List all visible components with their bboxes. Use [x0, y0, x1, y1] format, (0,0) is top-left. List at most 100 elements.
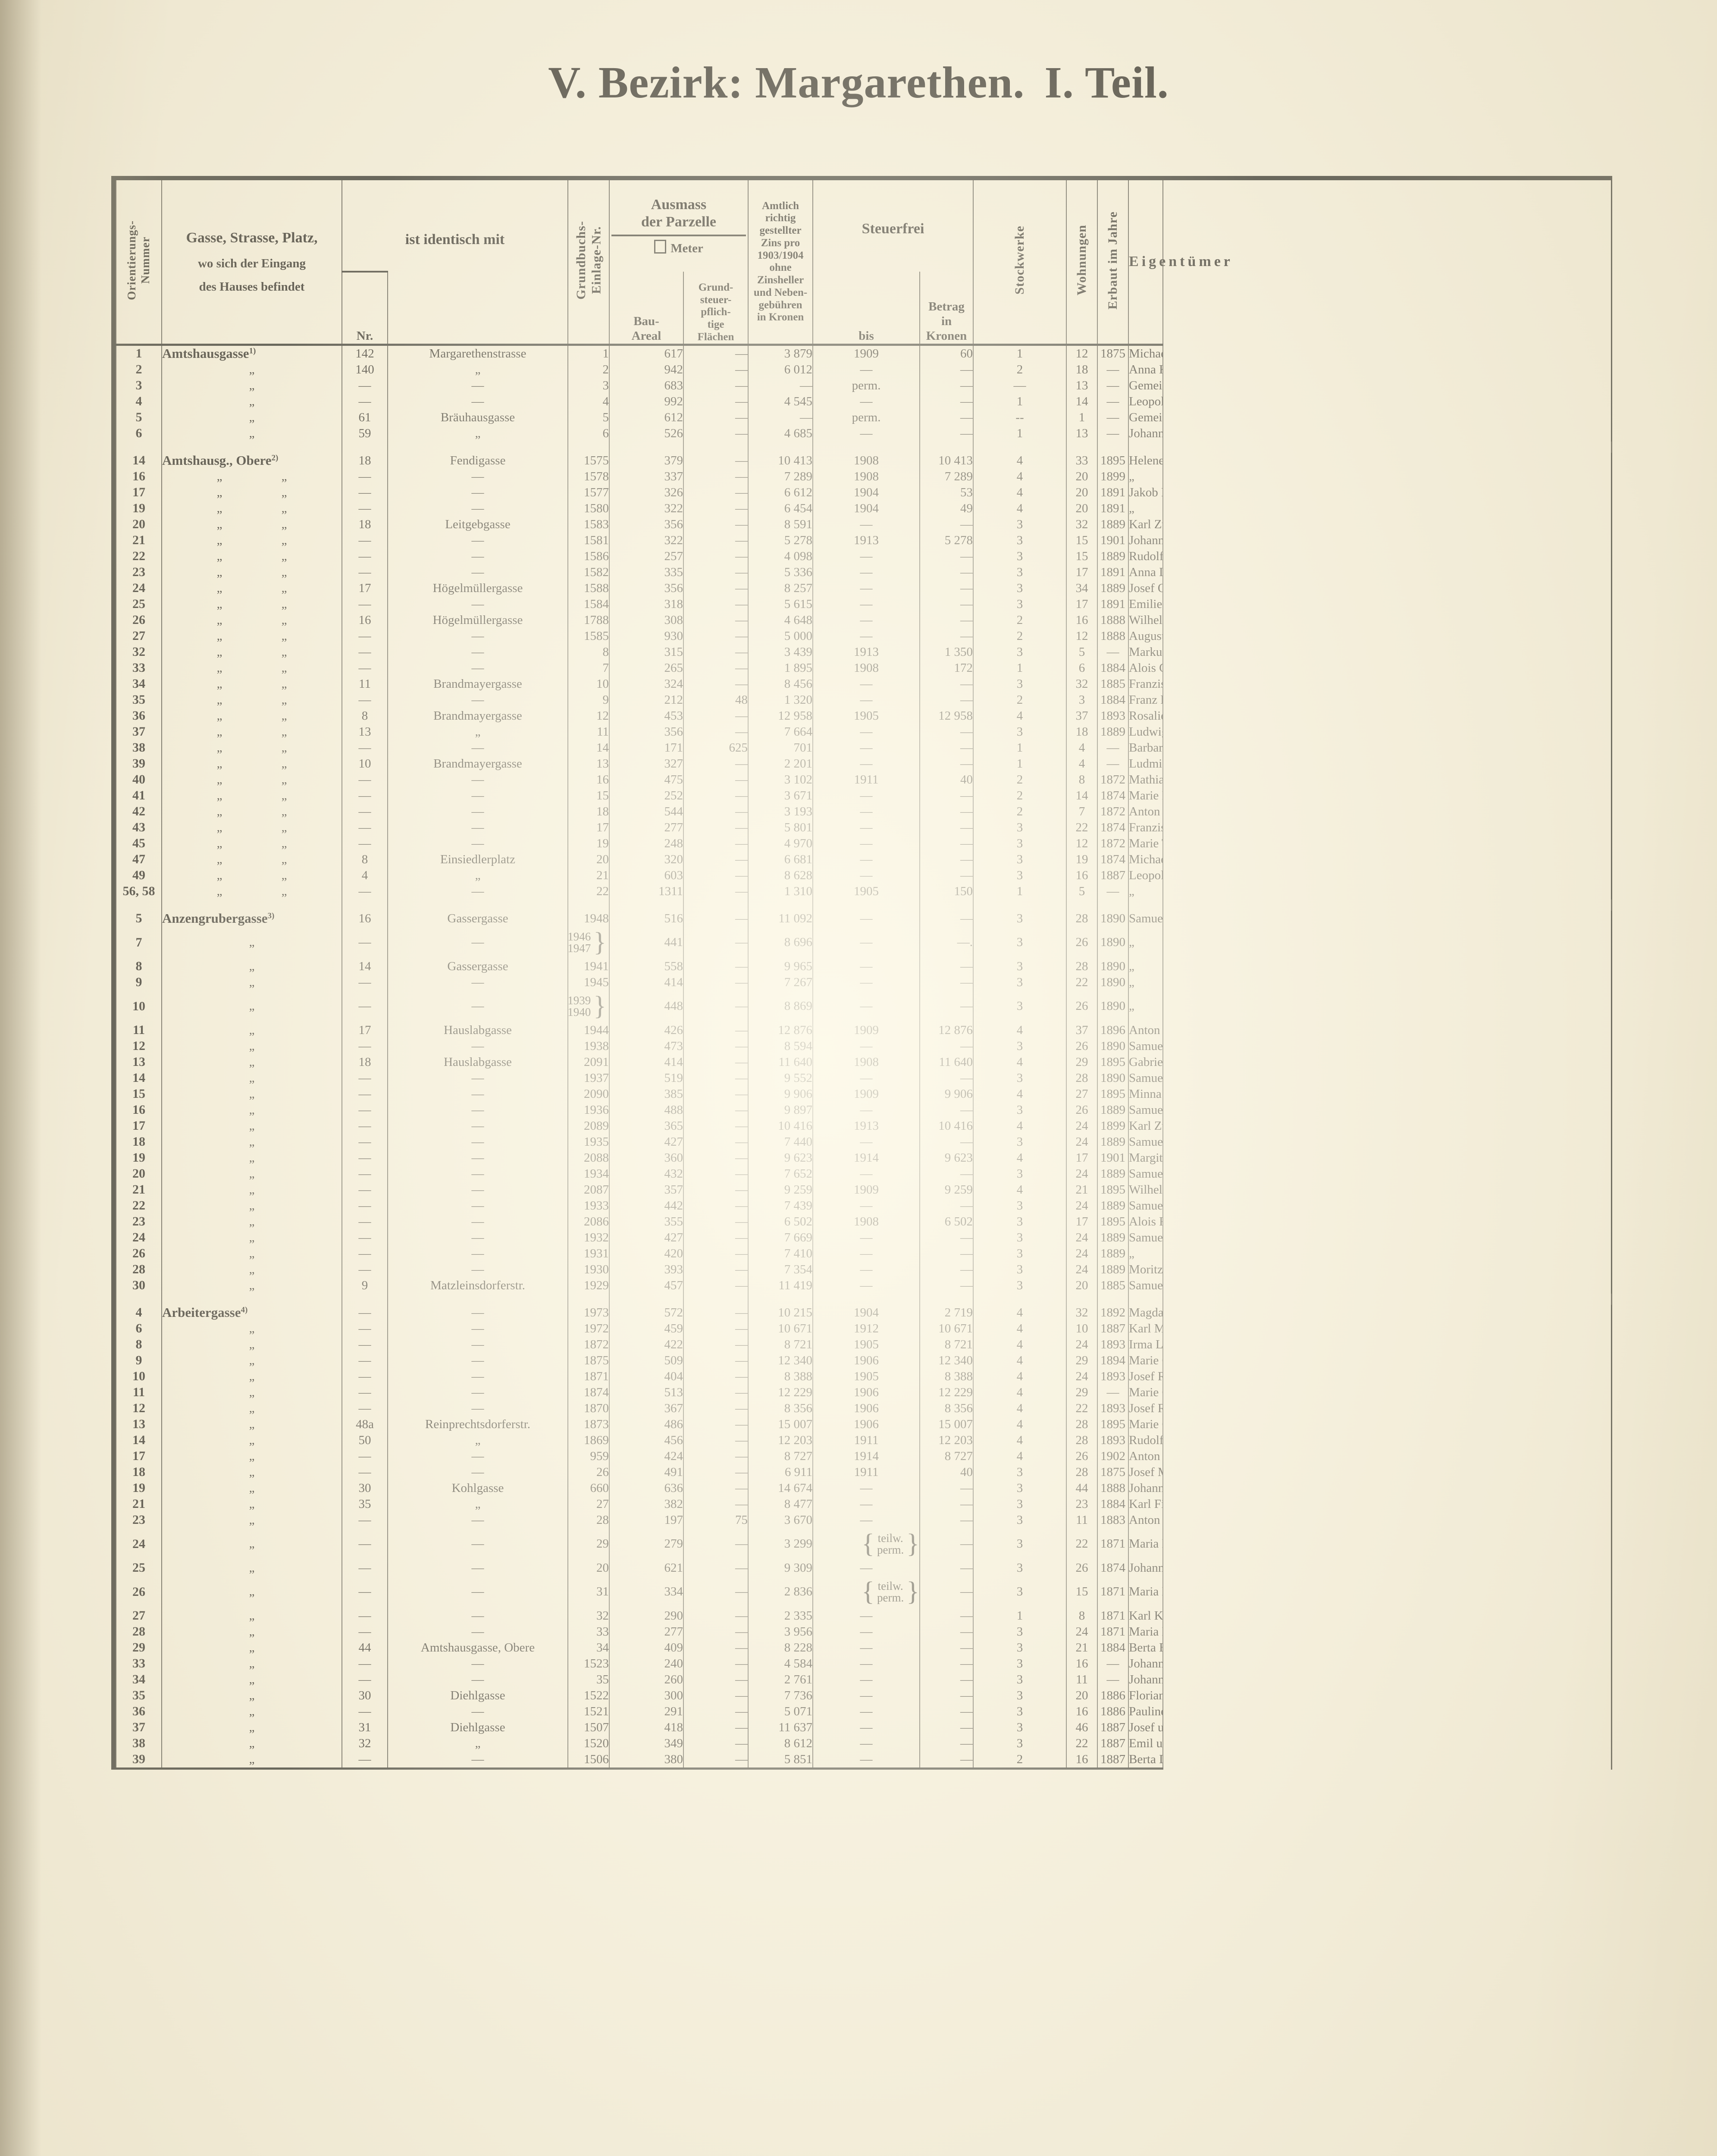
table-row[interactable]: 14 „ 50 „ 1869 456—12 203 1911 12 203 4 28 1893 Rud… — [116, 1432, 1611, 1448]
cell-identisch-mit: — — [387, 1384, 569, 1401]
table-row[interactable]: 29 „ 44 Amtshausgasse, Obere 34 409—8 228— —3 2… — [116, 1639, 1611, 1656]
cell-steuerfrei-betrag: 49 — [919, 500, 974, 517]
table-row[interactable]: 14 Amtshausg., Obere2) 18 Fendigasse 1575 379… — [116, 452, 1611, 469]
table-row[interactable]: 6 „ — —1972 459—10 671 1912 10 671 4 10 1887 Karl … — [116, 1320, 1611, 1337]
cell-identisch-mit: — — [387, 1336, 569, 1353]
table-row[interactable]: 9 „ — —1875 509—12 340 1906 12 340 4 29 1894 Marie… — [116, 1352, 1611, 1369]
table-row[interactable]: 39 „ „ 10 Brandmayergasse 13 327—2 201— —1 4— Lud… — [116, 755, 1611, 772]
cell-orientierungs-nummer: 37 — [116, 724, 162, 740]
cell-erbaut-im-jahre: 1885 — [1097, 676, 1129, 692]
cell-stockwerke: 3 — [973, 1623, 1067, 1640]
table-row[interactable]: 37 „ 31 Diehlgasse 1507 418—11 637— —3 46 1887 Jo… — [116, 1719, 1611, 1736]
cell-grundbuchs-einlage-nr: 7 — [567, 660, 610, 676]
table-row[interactable]: 35 „ 30 Diehlgasse 1522 300—7 736— —3 20 1886 Flo… — [116, 1687, 1611, 1704]
cell-steuerfrei-betrag: — — [919, 1070, 974, 1086]
table-row[interactable]: 47 „ „ 8 Einsiedlerplatz 20 320—6 681— —3 19 1874… — [116, 851, 1611, 868]
table-row[interactable]: 34 „ „ 11 Brandmayergasse 10 324—8 456— —3 32 188… — [116, 676, 1611, 692]
table-row[interactable]: 5 Anzengrubergasse3) 16 Gassergasse 1948 516—… — [116, 910, 1611, 927]
cell-street: „ „ — [161, 548, 342, 564]
cell-identisch-nr: 30 — [342, 1687, 388, 1704]
table-row[interactable]: 20 „ „ 18 Leitgebgasse 1583 356—8 591— —3 32 1889… — [116, 516, 1611, 533]
cell-grundsteuerpflichtige-flaeche: — — [683, 851, 749, 868]
cell-identisch-mit: — — [387, 1671, 569, 1688]
table-row[interactable]: 23 „ — —2086 355—6 502 1908 6 502 3 17 1895 Alois … — [116, 1213, 1611, 1230]
table-row[interactable]: 13 „ 18 Hauslabgasse 2091 414—11 640 1908 11 64… — [116, 1054, 1611, 1070]
cell-eigentuemer: Anna Kraft u. Mitb. — [1128, 361, 1164, 378]
table-row[interactable]: 10 „ — —1871 404—8 388 1905 8 388 4 24 1893 Josef … — [116, 1368, 1611, 1385]
table-row[interactable]: 21 „ „ — —1581 322—5 278 1913 5 278 3 15 1901 Johan… — [116, 532, 1611, 548]
cell-steuerfrei-betrag: 15 007 — [919, 1416, 974, 1432]
table-row[interactable]: 24 „ — —29 279—3 299{teilw. perm.} —3 22 1871 Mar… — [116, 1528, 1611, 1560]
cell-bau-areal: 212 — [609, 692, 684, 708]
cell-identisch-mit: — — [387, 1320, 569, 1337]
cell-street: „ — [161, 1480, 342, 1496]
table-row[interactable]: 21 „ — —2087 357—9 259 1909 9 259 4 21 1895 Wilhel… — [116, 1181, 1611, 1198]
table-row[interactable]: 15 „ — —2090 385—9 906 1909 9 906 4 27 1895 Minna … — [116, 1086, 1611, 1102]
table-row[interactable]: 26 „ — —31 334—2 836{teilw. perm.} —3 15 1871 Mar… — [116, 1576, 1611, 1608]
table-row[interactable]: 11 „ 17 Hauslabgasse 1944 426—12 876 1909 12 87… — [116, 1022, 1611, 1038]
table-row[interactable]: 5„61Bräuhausgasse5612——perm.—--1—Gemeind… — [116, 409, 1611, 426]
table-row[interactable]: 12 „ — —1870 367—8 356 1906 8 356 4 22 1893 Josef … — [116, 1400, 1611, 1416]
table-row[interactable]: 19 „ 30 Kohlgasse 660 636—14 674— —3 44 1888 Joha… — [116, 1480, 1611, 1496]
table-row[interactable]: 1 Amtshausgasse1) 142 Margarethenstrasse 1 61… — [116, 345, 1611, 362]
table-row[interactable]: 13 „ 48a Reinprechtsdorferstr. 1873 486—15 00… — [116, 1416, 1611, 1432]
table-row[interactable]: 4 Arbeitergasse4) — —1973 572—10 215 1904 2 71… — [116, 1304, 1611, 1321]
table-row[interactable]: 36 „ „ 8 Brandmayergasse 12 453—12 958 1905 12 9… — [116, 708, 1611, 724]
table-row[interactable]: 26 „ „ 16 Högelmüllergasse 1788 308—4 648— —2 16… — [116, 612, 1611, 628]
table-row[interactable]: 30 „ 9 Matzleinsdorferstr. 1929 457—11 419— —3… — [116, 1277, 1611, 1294]
table-row[interactable]: 24 „ „ 17 Högelmüllergasse 1588 356—8 257— —3 34… — [116, 580, 1611, 596]
table-row[interactable]: 19 „ — —2088 360—9 623 1914 9 623 4 17 1901 Margit… — [116, 1150, 1611, 1166]
table-row[interactable]: 17 „ — —2089 365—10 416 1913 10 416 4 24 1899 Karl… — [116, 1118, 1611, 1134]
